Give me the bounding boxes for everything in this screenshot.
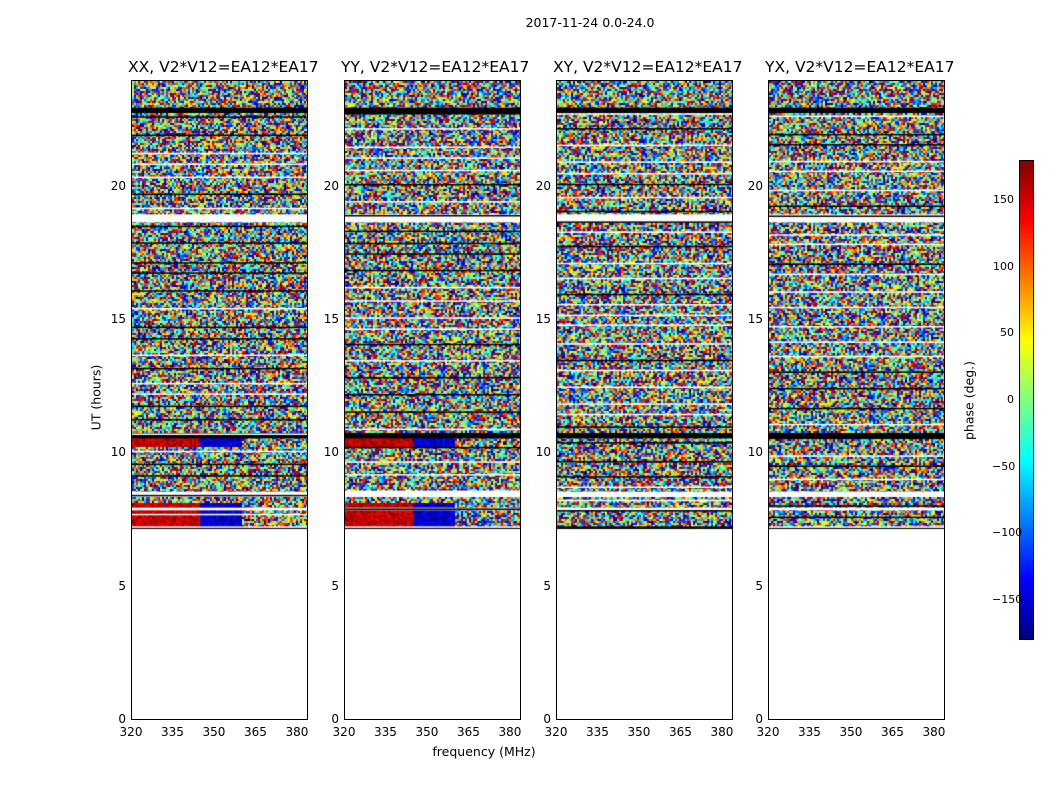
x-tick-label: 365 xyxy=(244,725,267,739)
y-tick-label: 5 xyxy=(543,578,551,593)
colorbar-tick-label: −50 xyxy=(992,459,1016,473)
y-tick-label: 20 xyxy=(747,178,763,193)
heatmap-image xyxy=(769,81,944,719)
heatmap-panel xyxy=(344,80,521,720)
y-tick-label: 5 xyxy=(118,578,126,593)
panel-title: XX, V2*V12=EA12*EA17 xyxy=(128,58,319,76)
colorbar-tick-label: 0 xyxy=(1007,393,1014,406)
x-tick-label: 320 xyxy=(756,725,780,739)
y-tick-label: 20 xyxy=(110,178,126,193)
heatmap-panel xyxy=(556,80,733,720)
x-tick-label: 365 xyxy=(881,725,904,739)
y-tick-label: 20 xyxy=(323,178,339,193)
x-tick-label: 380 xyxy=(285,725,309,739)
colorbar-gradient xyxy=(1020,161,1033,639)
panel-title: XY, V2*V12=EA12*EA17 xyxy=(553,58,743,76)
y-tick-label: 0 xyxy=(331,712,339,726)
y-tick-label: 0 xyxy=(755,712,763,726)
y-tick-label: 10 xyxy=(535,445,551,460)
colorbar-label: phase (deg.) xyxy=(961,361,977,440)
x-tick-label: 335 xyxy=(798,725,821,739)
heatmap-image xyxy=(557,81,732,719)
x-tick-label: 380 xyxy=(922,725,946,739)
y-axis-label: UT (hours) xyxy=(88,364,104,431)
heatmap-image xyxy=(345,81,520,719)
y-tick-label: 15 xyxy=(323,312,339,326)
panel-title: YX, V2*V12=EA12*EA17 xyxy=(765,58,955,76)
x-tick-label: 335 xyxy=(374,725,397,739)
y-tick-label: 5 xyxy=(331,578,339,593)
colorbar xyxy=(1019,160,1034,640)
x-tick-label: 320 xyxy=(544,725,568,739)
y-tick-label: 20 xyxy=(535,178,551,193)
colorbar-tick-label: −150 xyxy=(992,593,1023,606)
x-tick-label: 320 xyxy=(119,725,143,739)
y-tick-label: 10 xyxy=(110,445,126,460)
x-tick-label: 365 xyxy=(669,725,692,739)
x-tick-label: 380 xyxy=(498,725,522,739)
y-tick-label: 15 xyxy=(747,312,763,326)
colorbar-tick-label: 150 xyxy=(993,193,1014,206)
x-tick-label: 335 xyxy=(586,725,609,739)
x-tick-label: 350 xyxy=(415,725,439,739)
x-tick-label: 350 xyxy=(202,725,226,739)
colorbar-tick-label: 50 xyxy=(1000,326,1014,340)
y-tick-label: 10 xyxy=(323,445,339,460)
x-tick-label: 320 xyxy=(332,725,356,739)
heatmap-panel xyxy=(131,80,308,720)
y-tick-label: 0 xyxy=(118,712,126,726)
heatmap-image xyxy=(132,81,307,719)
x-axis-label: frequency (MHz) xyxy=(432,744,536,759)
y-tick-label: 15 xyxy=(110,312,126,326)
heatmap-panel xyxy=(768,80,945,720)
y-tick-label: 15 xyxy=(535,312,551,326)
y-tick-label: 0 xyxy=(543,712,551,726)
x-tick-label: 335 xyxy=(161,725,184,739)
colorbar-tick-label: 100 xyxy=(993,259,1014,273)
y-tick-label: 10 xyxy=(747,445,763,460)
x-tick-label: 365 xyxy=(457,725,480,739)
figure-suptitle: 2017-11-24 0.0-24.0 xyxy=(525,15,655,30)
x-tick-label: 350 xyxy=(839,725,863,739)
x-tick-label: 380 xyxy=(710,725,734,739)
panel-title: YY, V2*V12=EA12*EA17 xyxy=(341,58,530,76)
x-tick-label: 350 xyxy=(627,725,651,739)
colorbar-tick-label: −100 xyxy=(992,526,1023,540)
y-tick-label: 5 xyxy=(755,578,763,593)
